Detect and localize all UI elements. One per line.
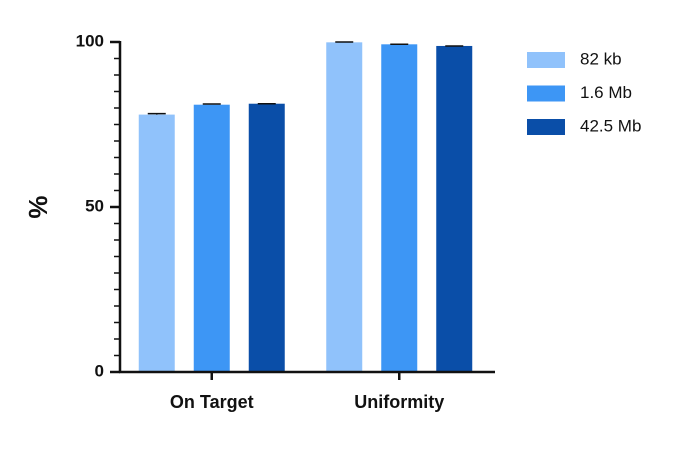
legend-label: 42.5 Mb [580, 116, 641, 135]
bar [326, 42, 362, 372]
x-tick-label: Uniformity [354, 392, 444, 412]
bar [194, 105, 230, 372]
bar [139, 115, 175, 372]
bar [436, 46, 472, 372]
y-tick-label: 100 [76, 31, 104, 50]
error-bar [148, 114, 166, 115]
legend-swatch [527, 86, 565, 102]
legend-swatch [527, 119, 565, 135]
legend-label: 82 kb [580, 49, 622, 68]
legend-label: 1.6 Mb [580, 83, 632, 102]
bar [249, 104, 285, 372]
bar [381, 44, 417, 372]
y-tick-label: 50 [85, 196, 104, 215]
y-tick-label: 0 [95, 361, 104, 380]
legend-swatch [527, 52, 565, 68]
x-tick-label: On Target [170, 392, 254, 412]
y-axis-label: % [23, 195, 53, 218]
error-bar [203, 104, 221, 105]
